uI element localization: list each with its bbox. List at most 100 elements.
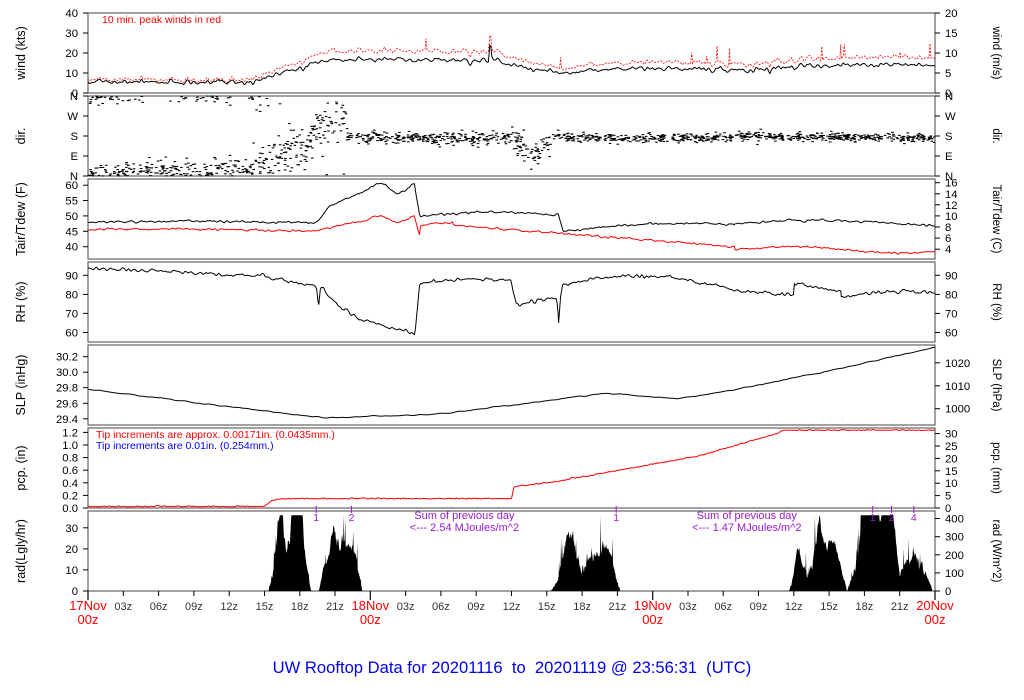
svg-text:60: 60 (945, 328, 958, 340)
svg-text:E: E (70, 151, 78, 163)
svg-text:W: W (945, 111, 956, 123)
svg-text:SLP (hPa): SLP (hPa) (990, 359, 1002, 412)
svg-text:90: 90 (65, 270, 78, 282)
svg-text:wind (m/s): wind (m/s) (990, 25, 1002, 79)
svg-text:06z: 06z (150, 601, 168, 613)
svg-text:21z: 21z (326, 601, 344, 613)
svg-text:18z: 18z (291, 601, 309, 613)
svg-text:2: 2 (349, 512, 355, 524)
svg-text:12z: 12z (220, 601, 238, 613)
svg-text:25: 25 (945, 441, 958, 453)
svg-text:RH (%): RH (%) (990, 283, 1002, 321)
svg-text:S: S (70, 131, 78, 143)
svg-text:1: 1 (313, 512, 319, 524)
svg-text:15z: 15z (820, 601, 838, 613)
svg-text:06z: 06z (432, 601, 450, 613)
svg-text:18z: 18z (856, 601, 874, 613)
svg-text:SLP (inHg): SLP (inHg) (14, 355, 28, 416)
svg-text:0.0: 0.0 (62, 503, 78, 515)
svg-text:21z: 21z (891, 601, 909, 613)
svg-text:1.0: 1.0 (62, 440, 78, 452)
svg-text:10: 10 (945, 48, 958, 60)
svg-text:1: 1 (613, 512, 619, 524)
svg-text:0: 0 (72, 586, 78, 598)
svg-text:15z: 15z (256, 601, 274, 613)
svg-text:55: 55 (65, 196, 78, 208)
svg-text:pcp. (in): pcp. (in) (14, 445, 28, 490)
svg-text:Sum of previous day: Sum of previous day (414, 510, 515, 522)
svg-text:5: 5 (945, 68, 951, 80)
svg-text:RH (%): RH (%) (14, 282, 28, 323)
svg-text:06z: 06z (714, 601, 732, 613)
svg-text:1000: 1000 (945, 404, 970, 416)
svg-text:00z: 00z (925, 612, 946, 627)
svg-text:1010: 1010 (945, 381, 970, 393)
svg-text:1020: 1020 (945, 358, 970, 370)
svg-text:40: 40 (65, 8, 78, 20)
svg-text:0.2: 0.2 (62, 490, 78, 502)
svg-text:rad(Lgly/hr): rad(Lgly/hr) (14, 519, 28, 583)
svg-text:N: N (945, 91, 953, 103)
svg-text:50: 50 (65, 211, 78, 223)
svg-text:70: 70 (945, 308, 958, 320)
svg-text:21z: 21z (609, 601, 627, 613)
svg-text:400: 400 (945, 514, 964, 526)
svg-text:18Nov: 18Nov (352, 598, 390, 613)
svg-text:10: 10 (65, 565, 78, 577)
svg-text:0.6: 0.6 (62, 465, 78, 477)
svg-text:10: 10 (65, 68, 78, 80)
svg-text:19Nov: 19Nov (634, 598, 672, 613)
svg-text:30: 30 (65, 28, 78, 40)
svg-text:4: 4 (911, 512, 917, 524)
svg-text:70: 70 (65, 308, 78, 320)
svg-text:pcp. (mm): pcp. (mm) (990, 442, 1002, 494)
svg-text:18z: 18z (573, 601, 591, 613)
svg-text:09z: 09z (467, 601, 485, 613)
svg-text:<--- 1.47 MJoules/m^2: <--- 1.47 MJoules/m^2 (692, 522, 801, 534)
svg-text:45: 45 (65, 226, 78, 238)
svg-text:29.8: 29.8 (56, 383, 78, 395)
svg-text:80: 80 (945, 289, 958, 301)
svg-text:12z: 12z (503, 601, 521, 613)
svg-text:90: 90 (945, 270, 958, 282)
svg-text:60: 60 (65, 180, 78, 192)
svg-text:<--- 2.54 MJoules/m^2: <--- 2.54 MJoules/m^2 (410, 522, 519, 534)
svg-text:80: 80 (65, 289, 78, 301)
svg-text:15: 15 (945, 466, 958, 478)
svg-text:09z: 09z (185, 601, 203, 613)
svg-text:29.6: 29.6 (56, 398, 78, 410)
svg-text:E: E (945, 151, 953, 163)
svg-text:2: 2 (889, 512, 895, 524)
svg-text:dir.: dir. (14, 128, 28, 145)
svg-text:20Nov: 20Nov (916, 598, 954, 613)
svg-text:rad (W/m^2): rad (W/m^2) (990, 520, 1002, 583)
svg-text:20: 20 (945, 453, 958, 465)
svg-text:1.2: 1.2 (62, 427, 78, 439)
svg-text:5: 5 (945, 491, 951, 503)
svg-text:UW Rooftop Data for 20201116: UW Rooftop Data for 20201116 to 20201119… (273, 658, 752, 677)
svg-text:00z: 00z (78, 612, 99, 627)
svg-text:30: 30 (65, 523, 78, 535)
svg-text:15: 15 (945, 28, 958, 40)
svg-text:60: 60 (65, 328, 78, 340)
svg-text:30: 30 (945, 429, 958, 441)
svg-text:4: 4 (945, 244, 951, 256)
svg-text:W: W (67, 111, 78, 123)
svg-text:10 min. peak winds in red: 10 min. peak winds in red (102, 14, 221, 26)
svg-text:00z: 00z (642, 612, 663, 627)
svg-text:Tair/Tdew (F): Tair/Tdew (F) (14, 182, 28, 256)
svg-text:20: 20 (945, 8, 958, 20)
svg-text:12z: 12z (785, 601, 803, 613)
svg-text:300: 300 (945, 532, 964, 544)
svg-text:0.8: 0.8 (62, 453, 78, 465)
svg-text:20: 20 (65, 544, 78, 556)
svg-text:dir.: dir. (990, 128, 1002, 143)
svg-text:00z: 00z (360, 612, 381, 627)
svg-text:0: 0 (945, 586, 951, 598)
svg-text:29.4: 29.4 (56, 414, 78, 426)
svg-text:10: 10 (945, 478, 958, 490)
svg-text:03z: 03z (679, 601, 697, 613)
svg-text:17Nov: 17Nov (69, 598, 107, 613)
svg-text:N: N (70, 91, 78, 103)
svg-text:0.4: 0.4 (62, 478, 78, 490)
